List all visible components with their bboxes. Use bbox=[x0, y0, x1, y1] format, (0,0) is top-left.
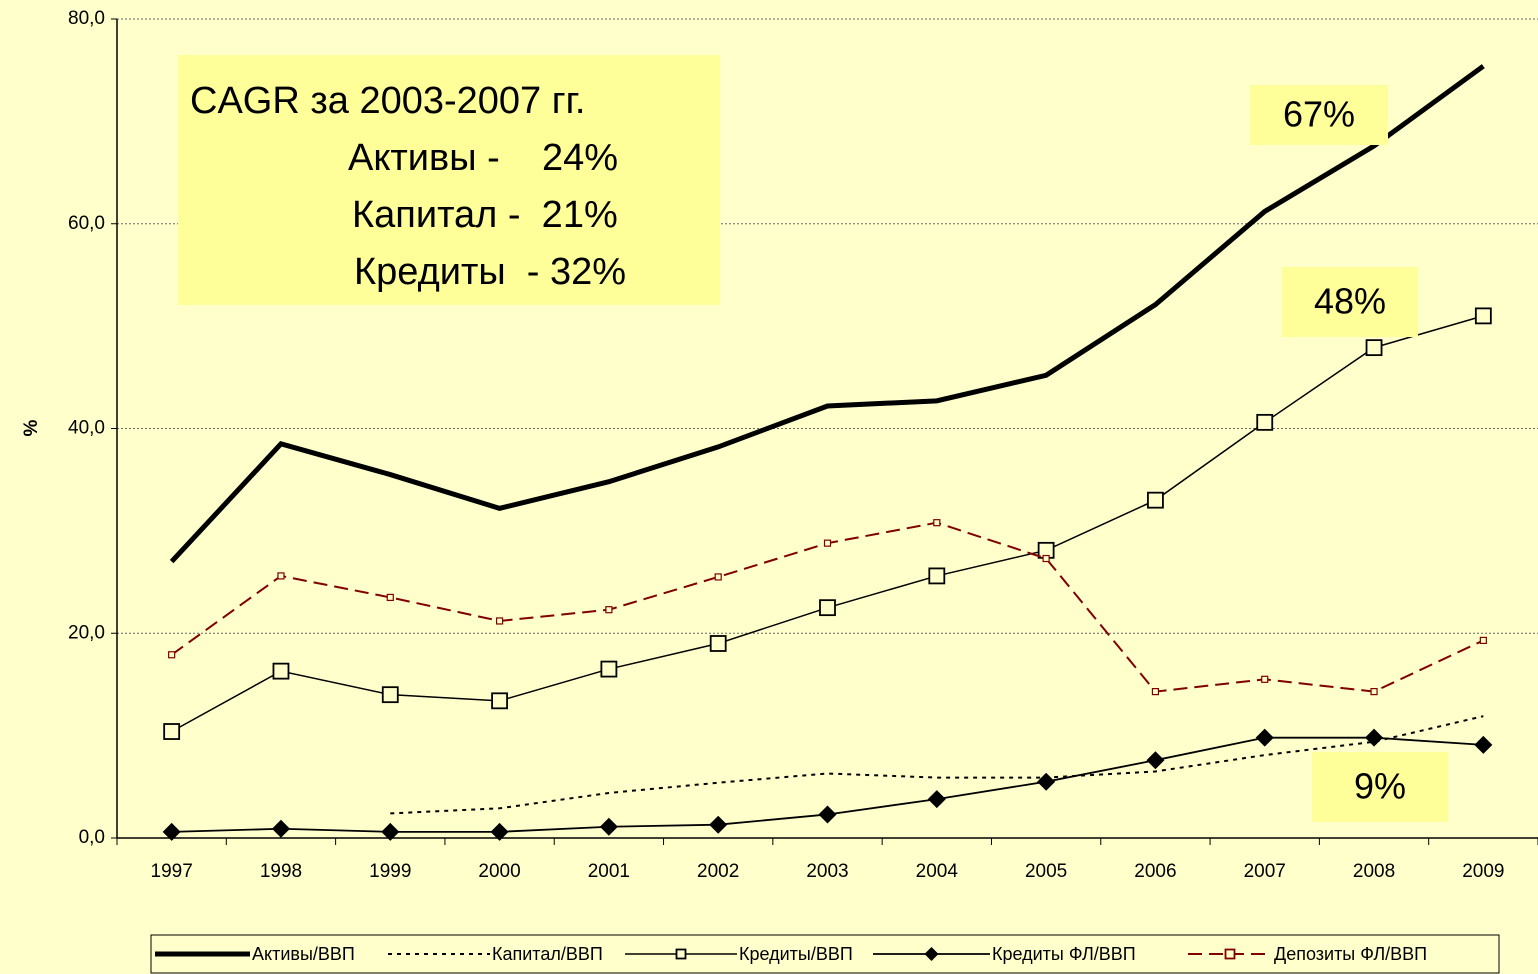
legend-label: Активы/ВВП bbox=[252, 944, 355, 964]
legend: Активы/ВВП Капитал/ВВП Кредиты/ВВП Кредиты … bbox=[150, 934, 1500, 974]
annotation-label: 48% bbox=[1314, 281, 1386, 322]
marker bbox=[823, 539, 832, 547]
label-box bbox=[1312, 752, 1448, 822]
marker bbox=[277, 572, 285, 580]
marker bbox=[927, 790, 946, 809]
marker bbox=[1042, 554, 1050, 563]
marker bbox=[709, 815, 728, 834]
marker bbox=[1147, 491, 1164, 509]
x-tick-label: 2000 bbox=[478, 861, 520, 882]
marker bbox=[162, 822, 181, 841]
y-tick-label: 40,0 bbox=[68, 418, 105, 439]
marker bbox=[675, 948, 687, 960]
marker bbox=[1261, 675, 1269, 683]
marker bbox=[1370, 688, 1378, 696]
x-tick-label: 2004 bbox=[916, 861, 959, 882]
marker bbox=[1479, 636, 1487, 645]
marker bbox=[928, 567, 946, 585]
y-tick-label: 0,0 bbox=[79, 827, 105, 848]
marker bbox=[709, 635, 727, 652]
legend-label: Капитал/ВВП bbox=[492, 944, 603, 964]
marker bbox=[1474, 307, 1492, 325]
marker bbox=[1151, 688, 1160, 696]
marker bbox=[605, 606, 613, 614]
x-tick-label: 1999 bbox=[369, 861, 411, 882]
marker bbox=[1255, 728, 1274, 747]
y-axis-label: % bbox=[21, 419, 42, 436]
marker bbox=[819, 599, 836, 617]
marker bbox=[495, 617, 504, 625]
marker bbox=[381, 686, 399, 704]
marker bbox=[714, 573, 722, 581]
marker bbox=[1256, 413, 1274, 431]
annotation-text: Активы - 24% bbox=[348, 137, 618, 179]
series-line bbox=[171, 315, 1484, 733]
x-tick-label: 2007 bbox=[1244, 861, 1286, 882]
annotation-label: 67% bbox=[1283, 94, 1355, 135]
marker bbox=[168, 651, 176, 659]
marker bbox=[1037, 772, 1056, 791]
annotation-text: CAGR за 2003-2007 гг. bbox=[190, 80, 585, 122]
marker bbox=[163, 723, 181, 740]
x-tick-label: 2003 bbox=[806, 861, 848, 882]
y-tick-label: 60,0 bbox=[68, 213, 105, 234]
marker bbox=[600, 660, 618, 678]
series-line bbox=[390, 715, 1484, 815]
label-box bbox=[1282, 267, 1418, 337]
y-tick-label: 80,0 bbox=[68, 8, 105, 29]
legend-label: Кредиты ФЛ/ВВП bbox=[992, 944, 1136, 964]
marker bbox=[1365, 339, 1383, 357]
marker bbox=[924, 947, 939, 961]
marker bbox=[933, 519, 941, 527]
marker bbox=[491, 692, 508, 710]
label-box bbox=[1250, 85, 1388, 145]
x-tick-label: 2001 bbox=[588, 861, 630, 882]
x-tick-label: 2005 bbox=[1025, 861, 1067, 882]
marker bbox=[271, 819, 290, 838]
x-tick-label: 2008 bbox=[1353, 861, 1395, 882]
marker bbox=[490, 822, 509, 841]
marker bbox=[818, 805, 837, 824]
marker bbox=[1146, 751, 1165, 770]
legend-label: Депозиты ФЛ/ВВП bbox=[1274, 944, 1427, 964]
annotation-text: Капитал - 21% bbox=[352, 194, 618, 236]
marker bbox=[386, 593, 394, 602]
y-tick-label: 20,0 bbox=[68, 622, 105, 643]
annotation-label: 9% bbox=[1354, 766, 1406, 807]
x-tick-label: 1998 bbox=[260, 861, 302, 882]
marker bbox=[272, 662, 290, 680]
marker bbox=[1474, 735, 1493, 754]
x-tick-label: 2009 bbox=[1462, 861, 1504, 882]
marker bbox=[1224, 948, 1236, 960]
annotation-text: Кредиты - 32% bbox=[354, 251, 626, 293]
annotation-box bbox=[178, 55, 720, 305]
x-tick-label: 1997 bbox=[151, 861, 193, 882]
marker bbox=[1365, 728, 1384, 747]
marker bbox=[381, 822, 400, 841]
x-tick-label: 2006 bbox=[1134, 861, 1176, 882]
legend-box bbox=[150, 934, 1500, 974]
series-line bbox=[169, 64, 1485, 564]
x-tick-label: 2002 bbox=[697, 861, 739, 882]
marker bbox=[599, 817, 618, 836]
legend-label: Кредиты/ВВП bbox=[739, 944, 853, 964]
